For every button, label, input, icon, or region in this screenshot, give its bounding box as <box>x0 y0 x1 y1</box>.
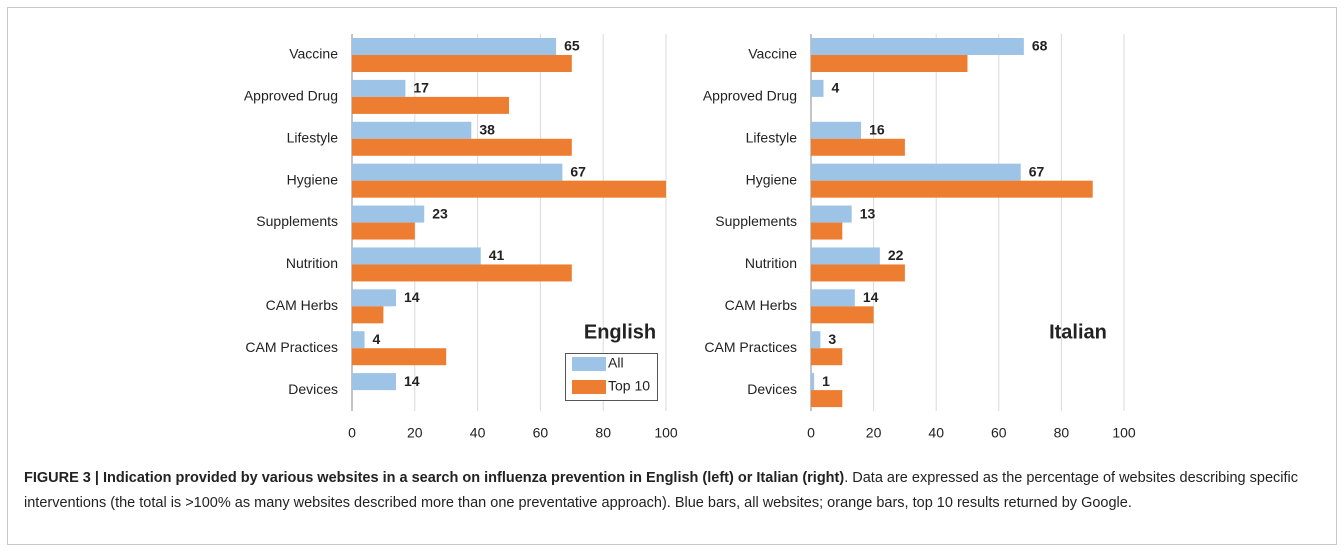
bar <box>811 163 1021 181</box>
legend-swatch <box>572 380 606 394</box>
bar <box>352 121 472 139</box>
caption-title: FIGURE 3 | Indication provided by variou… <box>24 470 845 486</box>
x-tick-label: 20 <box>866 425 882 441</box>
x-tick-label: 80 <box>1054 425 1070 441</box>
bar <box>811 79 824 97</box>
y-tick-label: Nutrition <box>745 255 797 271</box>
x-tick-label: 0 <box>807 425 815 441</box>
x-tick-label: 0 <box>348 425 356 441</box>
legend-swatch <box>572 357 606 371</box>
bar <box>352 96 509 114</box>
data-label: 13 <box>860 205 876 221</box>
bar <box>811 264 905 282</box>
bar <box>811 55 968 72</box>
y-tick-label: Vaccine <box>289 46 338 62</box>
y-tick-label: Approved Drug <box>244 88 338 104</box>
y-tick-label: Hygiene <box>287 171 339 187</box>
chart-annotation: Italian <box>1049 321 1107 343</box>
y-tick-label: Approved Drug <box>703 88 797 104</box>
y-tick-label: Supplements <box>715 213 797 229</box>
y-tick-label: Lifestyle <box>287 129 339 145</box>
y-tick-label: Devices <box>288 381 338 397</box>
y-tick-label: Lifestyle <box>746 129 798 145</box>
bar <box>811 289 855 307</box>
x-tick-label: 40 <box>470 425 486 441</box>
chart-annotation: English <box>584 321 656 343</box>
x-tick-label: 80 <box>595 425 611 441</box>
bar <box>352 264 572 282</box>
data-label: 14 <box>404 373 420 389</box>
data-label: 65 <box>564 38 580 54</box>
data-label: 16 <box>869 121 885 137</box>
data-label: 22 <box>888 247 904 263</box>
data-label: 4 <box>832 80 840 96</box>
bar <box>811 373 815 391</box>
data-label: 68 <box>1032 38 1048 54</box>
y-tick-label: Hygiene <box>746 171 798 187</box>
bar <box>352 222 415 240</box>
bar <box>352 373 396 391</box>
y-tick-label: CAM Herbs <box>266 297 338 313</box>
bar <box>352 163 563 181</box>
data-label: 3 <box>828 331 836 347</box>
legend-label: All <box>608 355 624 371</box>
y-tick-label: CAM Herbs <box>725 297 797 313</box>
bar <box>352 180 666 198</box>
data-label: 67 <box>1029 163 1045 179</box>
data-label: 14 <box>404 289 420 305</box>
y-tick-label: Vaccine <box>748 46 797 62</box>
bar <box>352 306 384 324</box>
bar <box>352 38 557 55</box>
x-tick-label: 60 <box>991 425 1007 441</box>
legend-label: Top 10 <box>608 378 650 394</box>
data-label: 17 <box>413 80 429 96</box>
y-tick-label: Nutrition <box>286 255 338 271</box>
bar <box>352 205 425 223</box>
data-label: 67 <box>570 163 586 179</box>
bar <box>352 138 572 156</box>
data-label: 23 <box>432 205 448 221</box>
y-tick-label: Devices <box>747 381 797 397</box>
bar <box>811 138 905 156</box>
bar <box>811 331 821 349</box>
bar <box>352 289 396 307</box>
data-label: 41 <box>489 247 505 263</box>
bar <box>352 247 481 265</box>
data-label: 4 <box>373 331 381 347</box>
bar <box>811 180 1093 198</box>
bar <box>811 222 843 240</box>
bar <box>352 348 447 366</box>
bar <box>811 247 880 265</box>
x-tick-label: 100 <box>654 425 678 441</box>
figure-border <box>7 7 1337 545</box>
bar <box>352 79 406 97</box>
bar <box>811 306 874 324</box>
bar <box>352 331 365 349</box>
data-label: 38 <box>479 121 495 137</box>
x-tick-label: 20 <box>407 425 423 441</box>
bar <box>811 121 862 139</box>
x-tick-label: 100 <box>1112 425 1136 441</box>
y-tick-label: CAM Practices <box>245 339 338 355</box>
x-tick-label: 40 <box>928 425 944 441</box>
bar <box>811 205 852 223</box>
y-tick-label: CAM Practices <box>704 339 797 355</box>
y-tick-label: Supplements <box>256 213 338 229</box>
caption: FIGURE 3 | Indication provided by variou… <box>24 466 1314 515</box>
bar <box>352 55 572 72</box>
x-tick-label: 60 <box>533 425 549 441</box>
data-label: 1 <box>822 373 830 389</box>
data-label: 14 <box>863 289 879 305</box>
caption-text: . Data are expressed as the percentage o… <box>24 470 1298 511</box>
bar <box>811 38 1024 55</box>
bar <box>811 390 843 408</box>
bar <box>811 348 843 366</box>
